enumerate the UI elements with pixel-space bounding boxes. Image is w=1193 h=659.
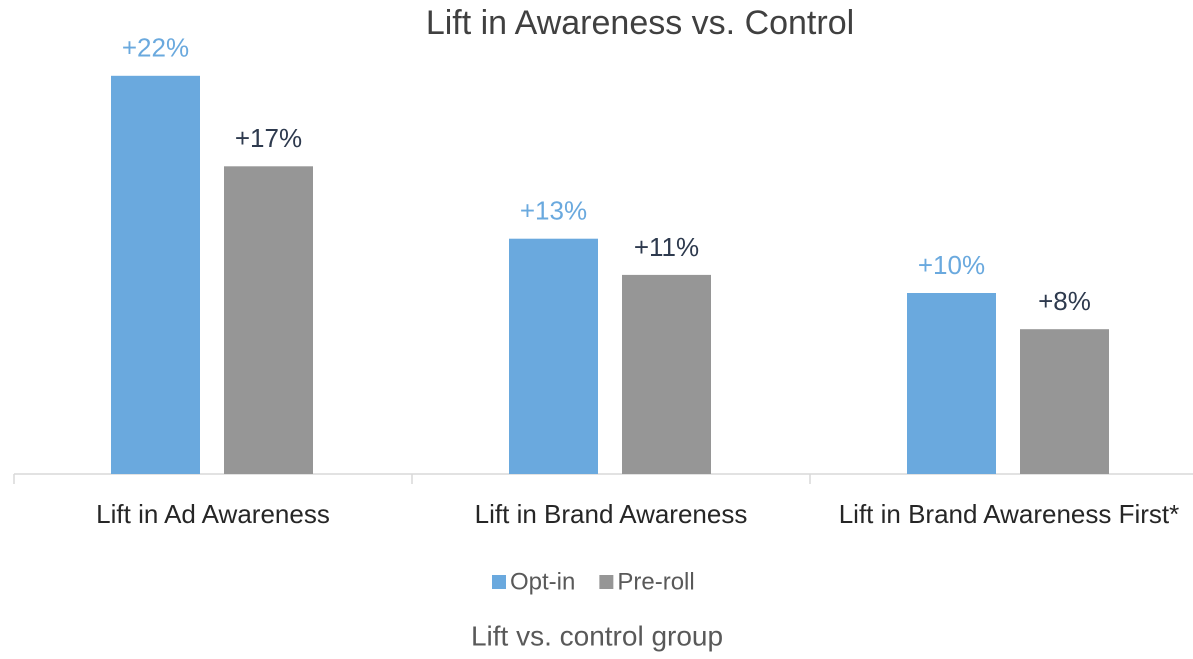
data-label: +11% xyxy=(634,232,699,262)
legend-label: Pre-roll xyxy=(617,568,694,595)
x-tick-label: Lift in Brand Awareness xyxy=(474,499,748,529)
bar xyxy=(224,166,313,475)
data-label: +10% xyxy=(918,250,985,280)
x-tick-label: Lift in Ad Awareness xyxy=(96,499,330,529)
data-label: +8% xyxy=(1038,286,1091,316)
bar xyxy=(111,75,200,475)
bar xyxy=(1020,329,1109,474)
bar xyxy=(509,238,598,474)
x-axis-label: Lift vs. control group xyxy=(471,620,723,651)
legend-swatch xyxy=(492,575,506,589)
data-label: +13% xyxy=(520,196,587,226)
legend-swatch xyxy=(599,575,614,589)
bar xyxy=(622,274,711,474)
legend-label: Opt-in xyxy=(510,568,575,595)
chart-title: Lift in Awareness vs. Control xyxy=(426,4,854,42)
data-label: +17% xyxy=(235,123,302,153)
data-label: +22% xyxy=(122,33,189,63)
x-tick-label: Lift in Brand Awareness First* xyxy=(838,499,1180,529)
bar xyxy=(907,293,996,474)
